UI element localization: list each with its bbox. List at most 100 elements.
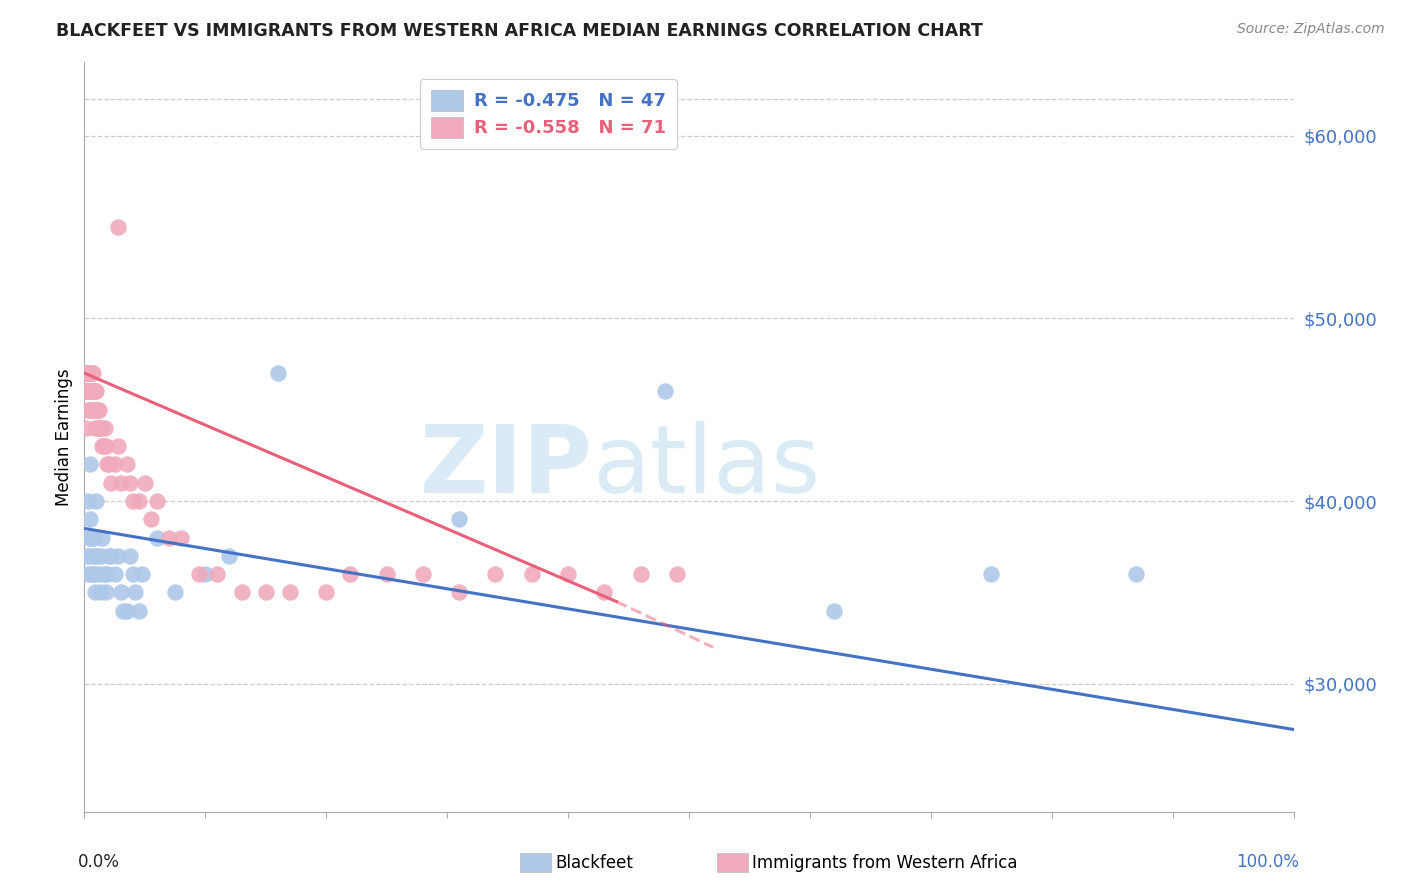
Point	[84, 567, 107, 582]
Point	[134, 475, 156, 490]
Point	[557, 567, 579, 582]
Point	[110, 475, 132, 490]
Point	[94, 585, 117, 599]
Point	[84, 384, 107, 399]
Point	[86, 402, 108, 417]
Point	[76, 366, 98, 380]
Point	[77, 494, 100, 508]
Point	[89, 421, 111, 435]
Text: Blackfeet: Blackfeet	[555, 854, 633, 871]
Point	[80, 402, 103, 417]
Point	[75, 384, 97, 399]
Point	[104, 567, 127, 582]
Point	[86, 384, 108, 399]
Point	[218, 549, 240, 563]
Point	[77, 384, 100, 399]
Text: 0.0%: 0.0%	[79, 853, 120, 871]
Point	[449, 512, 471, 526]
Point	[121, 494, 143, 508]
Point	[77, 384, 100, 399]
Point	[87, 402, 110, 417]
Point	[77, 366, 100, 380]
Point	[449, 585, 471, 599]
Point	[79, 512, 101, 526]
Point	[82, 384, 104, 399]
Point	[93, 567, 115, 582]
Point	[188, 567, 211, 582]
Point	[980, 567, 1002, 582]
Point	[630, 567, 652, 582]
Point	[278, 585, 301, 599]
Point	[339, 567, 361, 582]
Point	[84, 421, 107, 435]
Point	[170, 531, 193, 545]
Point	[82, 531, 104, 545]
Point	[146, 494, 169, 508]
Point	[79, 366, 101, 380]
Point	[484, 567, 506, 582]
Point	[100, 549, 122, 563]
Point	[77, 402, 100, 417]
Point	[107, 549, 129, 563]
Point	[128, 494, 150, 508]
Point	[77, 567, 100, 582]
Point	[86, 421, 108, 435]
Point	[96, 458, 118, 472]
Text: ZIP: ZIP	[419, 421, 592, 513]
Point	[82, 567, 104, 582]
Point	[79, 384, 101, 399]
Point	[83, 549, 105, 563]
Point	[91, 439, 114, 453]
Point	[79, 458, 101, 472]
Text: Immigrants from Western Africa: Immigrants from Western Africa	[752, 854, 1018, 871]
Point	[83, 384, 105, 399]
Point	[77, 366, 100, 380]
Point	[94, 439, 117, 453]
Point	[76, 366, 98, 380]
Point	[207, 567, 229, 582]
Point	[76, 549, 98, 563]
Point	[77, 549, 100, 563]
Point	[128, 604, 150, 618]
Point	[110, 585, 132, 599]
Point	[120, 475, 142, 490]
Point	[823, 604, 845, 618]
Point	[77, 402, 100, 417]
Point	[100, 475, 122, 490]
Point	[76, 384, 98, 399]
Point	[86, 549, 108, 563]
Legend: R = -0.475   N = 47, R = -0.558   N = 71: R = -0.475 N = 47, R = -0.558 N = 71	[420, 79, 676, 149]
Point	[375, 567, 398, 582]
Point	[82, 366, 104, 380]
Point	[75, 421, 97, 435]
Point	[77, 366, 100, 380]
Point	[654, 384, 676, 399]
Point	[131, 567, 153, 582]
Point	[86, 402, 108, 417]
Text: Source: ZipAtlas.com: Source: ZipAtlas.com	[1237, 22, 1385, 37]
Text: BLACKFEET VS IMMIGRANTS FROM WESTERN AFRICA MEDIAN EARNINGS CORRELATION CHART: BLACKFEET VS IMMIGRANTS FROM WESTERN AFR…	[56, 22, 983, 40]
Text: 100.0%: 100.0%	[1236, 853, 1299, 871]
Y-axis label: Median Earnings: Median Earnings	[55, 368, 73, 506]
Point	[107, 439, 129, 453]
Point	[593, 585, 616, 599]
Point	[231, 585, 253, 599]
Point	[84, 585, 107, 599]
Point	[89, 585, 111, 599]
Point	[315, 585, 337, 599]
Point	[157, 531, 180, 545]
Point	[80, 531, 103, 545]
Point	[104, 458, 127, 472]
Point	[80, 384, 103, 399]
Point	[146, 531, 169, 545]
Point	[115, 604, 138, 618]
Point	[86, 494, 108, 508]
Point	[665, 567, 688, 582]
Point	[115, 458, 138, 472]
Point	[77, 384, 100, 399]
Point	[96, 567, 118, 582]
Point	[83, 402, 105, 417]
Point	[520, 567, 543, 582]
Point	[76, 384, 98, 399]
Point	[86, 549, 108, 563]
